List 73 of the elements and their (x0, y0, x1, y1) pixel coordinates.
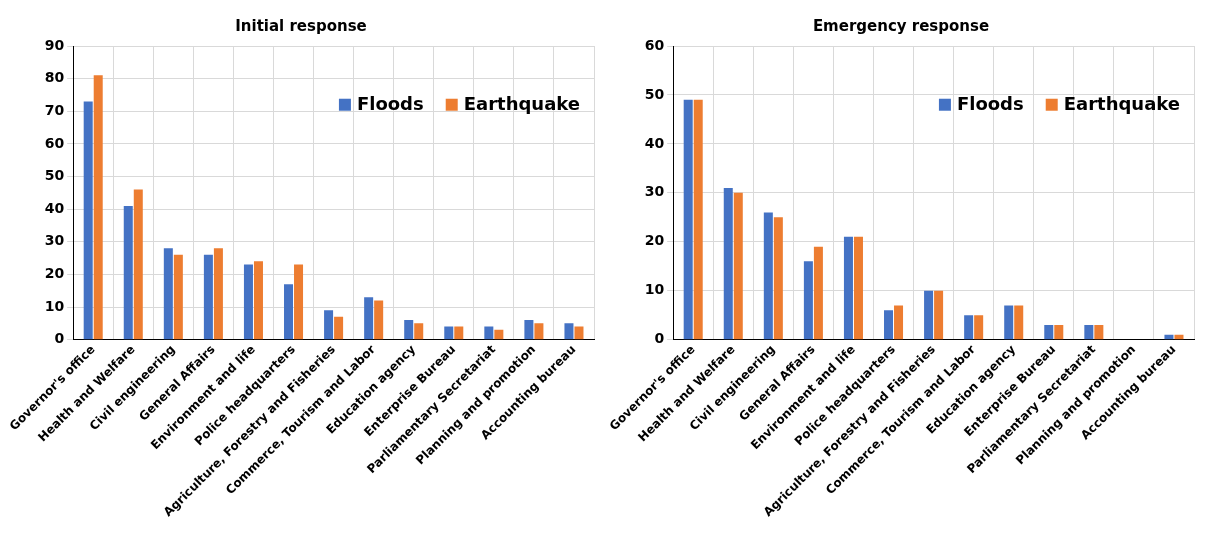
bar (564, 323, 574, 340)
y-tick-label: 40 (644, 134, 665, 151)
bar (853, 236, 863, 340)
bar (364, 297, 374, 340)
y-tick-label: 80 (44, 69, 65, 86)
bar (524, 320, 534, 340)
bar (1094, 324, 1104, 340)
bar (83, 101, 93, 340)
bar (213, 248, 223, 340)
bar (1044, 324, 1054, 340)
legend-label: Floods (356, 93, 424, 115)
bar (924, 290, 934, 340)
y-tick-label: 20 (644, 232, 665, 249)
y-tick-label: 30 (44, 232, 65, 249)
y-tick-label: 20 (44, 265, 65, 282)
bar (884, 310, 894, 340)
bar (1054, 324, 1064, 340)
bar (334, 316, 344, 340)
bar (494, 329, 504, 340)
bar (414, 323, 424, 340)
bar (374, 300, 384, 340)
legend-label: Earthquake (463, 93, 580, 115)
y-tick-label: 10 (44, 297, 65, 314)
y-tick-label: 90 (44, 36, 65, 53)
bar (324, 310, 334, 340)
bar (723, 187, 733, 340)
bar (843, 236, 853, 340)
y-tick-label: 10 (644, 281, 665, 298)
bar (123, 205, 133, 340)
bar (1174, 334, 1184, 340)
bar (1004, 305, 1014, 340)
bar (964, 315, 974, 340)
bar (763, 212, 773, 340)
y-tick-label: 60 (644, 36, 665, 53)
bar (1164, 334, 1174, 340)
bar (444, 326, 454, 340)
bar (253, 261, 263, 340)
bar (163, 248, 173, 340)
y-tick-label: 50 (644, 85, 665, 102)
y-tick-label: 60 (44, 134, 65, 151)
bar (934, 290, 944, 340)
y-tick-label: 0 (54, 330, 65, 347)
bar (284, 284, 294, 340)
bar (484, 326, 494, 340)
y-tick-label: 0 (654, 330, 665, 347)
bar (803, 261, 813, 340)
bar (1014, 305, 1024, 340)
y-tick-label: 30 (644, 183, 665, 200)
bar (173, 254, 183, 340)
bar (404, 320, 414, 340)
bar (683, 99, 693, 340)
bar (294, 264, 304, 340)
bar (693, 99, 703, 340)
bar (93, 75, 103, 340)
legend-label: Earthquake (1063, 93, 1180, 115)
bar (454, 326, 464, 340)
bar (894, 305, 904, 340)
bar (813, 246, 823, 340)
legend-label: Floods (956, 93, 1024, 115)
bar (243, 264, 253, 340)
bar (1084, 324, 1094, 340)
bar (733, 192, 743, 340)
y-tick-label: 40 (44, 199, 65, 216)
y-tick-label: 50 (44, 167, 65, 184)
bar (203, 254, 213, 340)
chart-title: Initial response (235, 16, 367, 35)
bar (133, 189, 143, 340)
bar (534, 323, 544, 340)
chart-title: Emergency response (812, 16, 990, 35)
bar (773, 217, 783, 340)
y-tick-label: 70 (44, 101, 65, 118)
bar (574, 326, 584, 340)
bar (974, 315, 984, 340)
